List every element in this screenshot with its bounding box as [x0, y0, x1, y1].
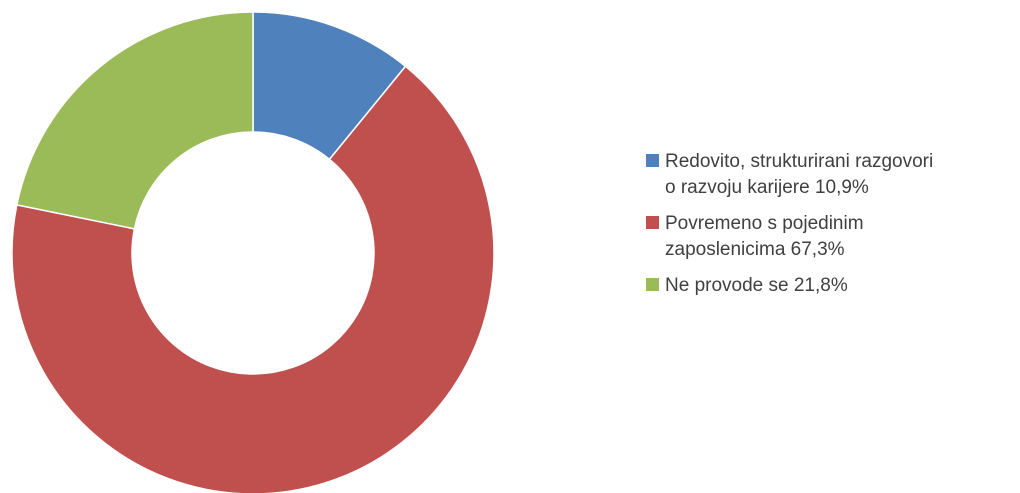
- slice-povremeno: [11, 65, 495, 493]
- legend-item-povremeno: Povremeno s pojedinim zaposlenicima 67,3…: [646, 211, 1018, 263]
- legend-label-line: o razvoju karijere 10,9%: [665, 177, 869, 198]
- legend-label-ne-provode: Ne provode se 21,8%: [665, 273, 848, 299]
- legend-label-line: Redovito, strukturirani razgovori: [665, 151, 934, 172]
- legend-label-line: Povremeno s pojedinim: [665, 213, 864, 234]
- legend-item-ne-provode: Ne provode se 21,8%: [646, 273, 1018, 299]
- legend-swatch-ne-provode: [646, 278, 659, 291]
- legend-swatch-redovito: [646, 154, 659, 167]
- legend: Redovito, strukturirani razgovori o razv…: [646, 149, 1018, 309]
- slice-ne-provode: [15, 11, 254, 230]
- legend-swatch-povremeno: [646, 216, 659, 229]
- legend-item-redovito: Redovito, strukturirani razgovori o razv…: [646, 149, 1018, 201]
- legend-label-redovito: Redovito, strukturirani razgovori o razv…: [665, 149, 933, 201]
- legend-label-povremeno: Povremeno s pojedinim zaposlenicima 67,3…: [665, 211, 864, 263]
- legend-label-line: zaposlenicima 67,3%: [665, 239, 845, 260]
- legend-label-line: Ne provode se 21,8%: [665, 275, 848, 296]
